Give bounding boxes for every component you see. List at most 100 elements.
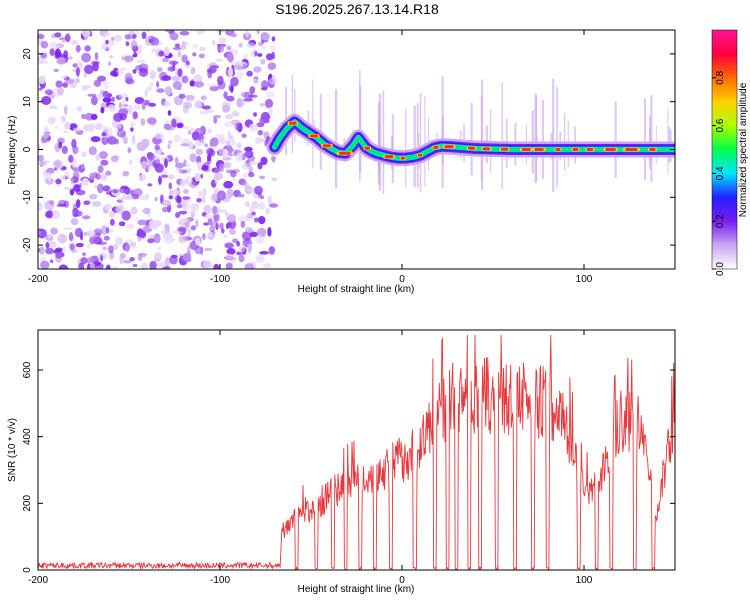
noise-blob bbox=[38, 75, 46, 85]
noise-blob bbox=[259, 117, 269, 124]
noise-blob bbox=[129, 257, 135, 262]
noise-blob bbox=[176, 195, 182, 204]
noise-blob bbox=[249, 231, 258, 237]
noise-blob bbox=[223, 161, 232, 169]
noise-blob bbox=[177, 226, 187, 232]
noise-blob bbox=[119, 67, 127, 71]
noise-blob bbox=[177, 68, 183, 78]
noise-blob bbox=[154, 197, 158, 202]
noise-blob bbox=[225, 212, 229, 216]
noise-blob bbox=[122, 260, 132, 264]
noise-blob bbox=[161, 75, 172, 81]
noise-blob bbox=[154, 163, 164, 173]
noise-blob bbox=[41, 96, 52, 105]
noise-blob bbox=[206, 147, 214, 156]
noise-blob bbox=[256, 30, 260, 35]
noise-blob bbox=[148, 118, 157, 126]
noise-blob bbox=[140, 118, 146, 126]
noise-blob bbox=[119, 254, 124, 265]
noise-blob bbox=[80, 256, 88, 265]
noise-blob bbox=[241, 133, 247, 138]
noise-blob bbox=[81, 163, 85, 169]
noise-blob bbox=[45, 210, 53, 219]
noise-blob bbox=[218, 209, 228, 213]
noise-blob bbox=[234, 122, 240, 131]
noise-blob bbox=[192, 52, 197, 57]
noise-blob bbox=[147, 152, 155, 161]
noise-blob bbox=[199, 111, 210, 115]
noise-blob bbox=[163, 120, 171, 125]
noise-blob bbox=[198, 53, 205, 59]
noise-blob bbox=[100, 173, 108, 181]
noise-blob bbox=[110, 155, 119, 163]
noise-blob bbox=[75, 67, 80, 77]
noise-blob bbox=[226, 52, 234, 63]
noise-blob bbox=[255, 256, 262, 260]
noise-blob bbox=[147, 213, 151, 218]
ridge-hot-red bbox=[289, 121, 297, 125]
noise-blob bbox=[158, 50, 165, 57]
noise-blob bbox=[94, 262, 104, 269]
noise-blob bbox=[207, 68, 213, 79]
noise-blob bbox=[86, 257, 94, 264]
noise-blob bbox=[124, 34, 132, 40]
noise-blob bbox=[111, 96, 115, 103]
noise-blob bbox=[109, 218, 115, 226]
noise-blob bbox=[198, 190, 203, 198]
noise-blob bbox=[38, 230, 42, 235]
noise-blob bbox=[260, 32, 271, 41]
noise-blob bbox=[258, 202, 265, 210]
noise-blob bbox=[138, 67, 149, 77]
noise-blob bbox=[81, 151, 88, 158]
noise-blob bbox=[81, 84, 88, 91]
noise-blob bbox=[82, 252, 86, 256]
snr-plot-area bbox=[38, 330, 675, 570]
noise-blob bbox=[120, 197, 125, 201]
noise-blob bbox=[216, 190, 227, 201]
noise-blob bbox=[102, 185, 111, 192]
noise-blob bbox=[176, 204, 183, 209]
noise-blob bbox=[45, 247, 54, 255]
noise-blob bbox=[89, 193, 98, 200]
noise-blob bbox=[167, 143, 171, 150]
noise-blob bbox=[76, 106, 83, 112]
noise-blob bbox=[263, 263, 271, 268]
noise-blob bbox=[190, 225, 196, 231]
noise-blob bbox=[103, 203, 112, 211]
noise-blob bbox=[191, 131, 200, 141]
noise-blob bbox=[213, 187, 219, 195]
noise-blob bbox=[97, 75, 107, 82]
noise-blob bbox=[72, 145, 79, 155]
noise-blob bbox=[242, 172, 250, 178]
colorbar-tick-label: 0.2 bbox=[715, 214, 726, 228]
noise-blob bbox=[204, 143, 208, 148]
noise-blob bbox=[125, 41, 130, 47]
noise-blob bbox=[100, 106, 105, 114]
noise-blob bbox=[207, 128, 212, 134]
noise-blob bbox=[154, 144, 160, 151]
noise-blob bbox=[181, 54, 188, 63]
noise-blob bbox=[212, 195, 217, 202]
noise-blob bbox=[190, 203, 199, 211]
noise-blob bbox=[213, 115, 222, 119]
noise-blob bbox=[270, 156, 277, 161]
noise-blob bbox=[218, 147, 226, 157]
noise-blob bbox=[226, 45, 232, 51]
noise-blob bbox=[63, 186, 73, 190]
noise-blob bbox=[227, 130, 231, 139]
colorbar-tick-label: 0.4 bbox=[715, 166, 726, 180]
noise-blob bbox=[178, 210, 187, 215]
noise-blob bbox=[248, 171, 255, 178]
noise-blob bbox=[73, 170, 80, 181]
noise-blob bbox=[112, 244, 119, 250]
noise-blob bbox=[120, 185, 128, 190]
noise-blob bbox=[246, 188, 256, 193]
noise-blob bbox=[221, 228, 225, 234]
noise-blob bbox=[269, 109, 273, 119]
noise-blob bbox=[139, 194, 149, 201]
noise-blob bbox=[200, 164, 209, 171]
noise-blob bbox=[141, 138, 150, 149]
noise-blob bbox=[212, 167, 216, 172]
noise-blob bbox=[157, 150, 161, 155]
noise-blob bbox=[63, 50, 68, 59]
